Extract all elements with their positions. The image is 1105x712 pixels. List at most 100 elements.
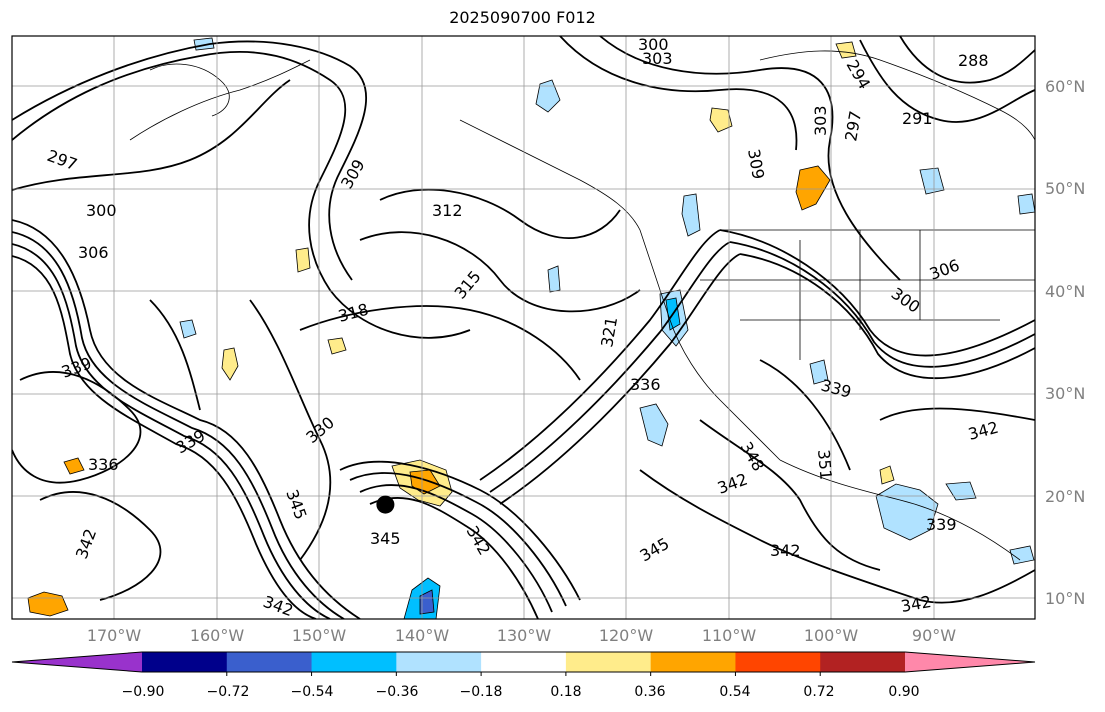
contour-line [12, 243, 331, 619]
contour-line [899, 36, 1035, 84]
contour-line [369, 496, 539, 619]
lon-label: 170°W [86, 626, 142, 645]
contour-line [489, 241, 731, 493]
contour-line [12, 219, 361, 619]
shade-patch [547, 265, 561, 293]
colorbar-segment [650, 652, 736, 672]
contour-line [299, 305, 581, 381]
lat-label: 40°N [1045, 282, 1086, 301]
contour-label: 306 [78, 243, 109, 262]
contour-line [599, 36, 901, 281]
shade-patch [27, 591, 69, 617]
colorbar-segment [142, 652, 228, 672]
coastlines [129, 50, 1035, 561]
contour-label: 312 [432, 201, 463, 220]
shade-patch [1009, 545, 1035, 565]
contour-line [499, 253, 741, 505]
contour-line [12, 79, 291, 191]
lon-label: 130°W [496, 626, 552, 645]
lat-label: 50°N [1045, 179, 1086, 198]
contour-line [12, 50, 471, 339]
contour-label: 303 [811, 105, 830, 136]
contour-line [359, 484, 553, 613]
contour-label: 339 [926, 515, 957, 534]
lon-label: 140°W [394, 626, 450, 645]
shade-patch [295, 247, 311, 273]
colorbar-segment [311, 652, 397, 672]
lat-label: 30°N [1045, 384, 1086, 403]
colorbar-tick-label: 0.90 [888, 684, 920, 700]
contour-label: 303 [642, 49, 673, 68]
colorbar-segment [396, 652, 482, 672]
contour-line [699, 419, 881, 571]
contour-line [12, 231, 345, 619]
lon-label: 110°W [701, 626, 757, 645]
shade-patch [179, 319, 197, 339]
colorbar-outline [11, 651, 1036, 673]
shade-patch [221, 347, 239, 381]
colorbar-tick-label: −0.18 [459, 684, 503, 700]
contour-line [729, 241, 1035, 368]
shade-patch [809, 359, 829, 385]
colorbar-tick-label: −0.36 [375, 684, 419, 700]
colorbar-tick-label: 0.54 [719, 684, 751, 700]
shade-patch [535, 79, 561, 113]
contour-line [859, 39, 1035, 123]
contour-line [759, 359, 851, 471]
lon-label: 150°W [291, 626, 347, 645]
colorbar-segment [565, 652, 652, 672]
contour-line [559, 36, 798, 151]
shade-patch [327, 337, 347, 355]
contour-label: 300 [86, 201, 117, 220]
colorbar-segment [820, 652, 906, 672]
colorbar-segment [226, 652, 313, 672]
contour-lines [12, 36, 1035, 619]
colorbar [11, 651, 1036, 676]
shade-patch [835, 41, 857, 59]
contour-line [339, 460, 581, 601]
shade-patch [419, 589, 435, 615]
shade-patch [945, 481, 977, 501]
map-panel [12, 36, 1035, 619]
contour-label: 291 [902, 109, 933, 128]
contour-label: 351 [814, 449, 836, 481]
contour-line [359, 231, 641, 313]
map-title: 2025090700 F012 [449, 8, 596, 27]
colorbar-tick-label: −0.72 [206, 684, 250, 700]
contour-line [639, 469, 1035, 604]
contour-label: 336 [630, 375, 661, 394]
shade-patch [795, 165, 831, 211]
contour-line [39, 491, 162, 601]
coastline [779, 459, 1021, 561]
contour-line [479, 229, 721, 481]
contour-line [12, 255, 317, 619]
contour-line [739, 253, 1035, 379]
lon-label: 100°W [803, 626, 859, 645]
contour-line [379, 188, 621, 240]
coastline [149, 63, 230, 117]
coastline [129, 59, 311, 141]
shade-patch [879, 465, 895, 485]
lon-label: 160°W [189, 626, 245, 645]
lon-label: 90°W [911, 626, 957, 645]
colorbar-tick-label: −0.54 [290, 684, 334, 700]
colorbar-segment [481, 652, 567, 672]
contour-label: 300 [638, 35, 669, 54]
contour-line [879, 407, 1035, 421]
colorbar-tick-label: 0.72 [803, 684, 835, 700]
contour-line [12, 40, 367, 281]
colorbar-tick-label: 0.18 [550, 684, 582, 700]
lat-label: 20°N [1045, 487, 1086, 506]
contour-line [249, 299, 332, 561]
contour-line [719, 229, 1035, 357]
colorbar-segment [735, 652, 821, 672]
contour-line [349, 472, 567, 607]
coastline [459, 119, 781, 461]
contour-label: 336 [88, 455, 119, 474]
colorbar-tick-label: −0.90 [121, 684, 165, 700]
shade-patch [409, 469, 441, 495]
grid-lines [12, 36, 1035, 619]
contour-label: 345 [370, 529, 401, 548]
contour-label: 342 [770, 541, 801, 560]
